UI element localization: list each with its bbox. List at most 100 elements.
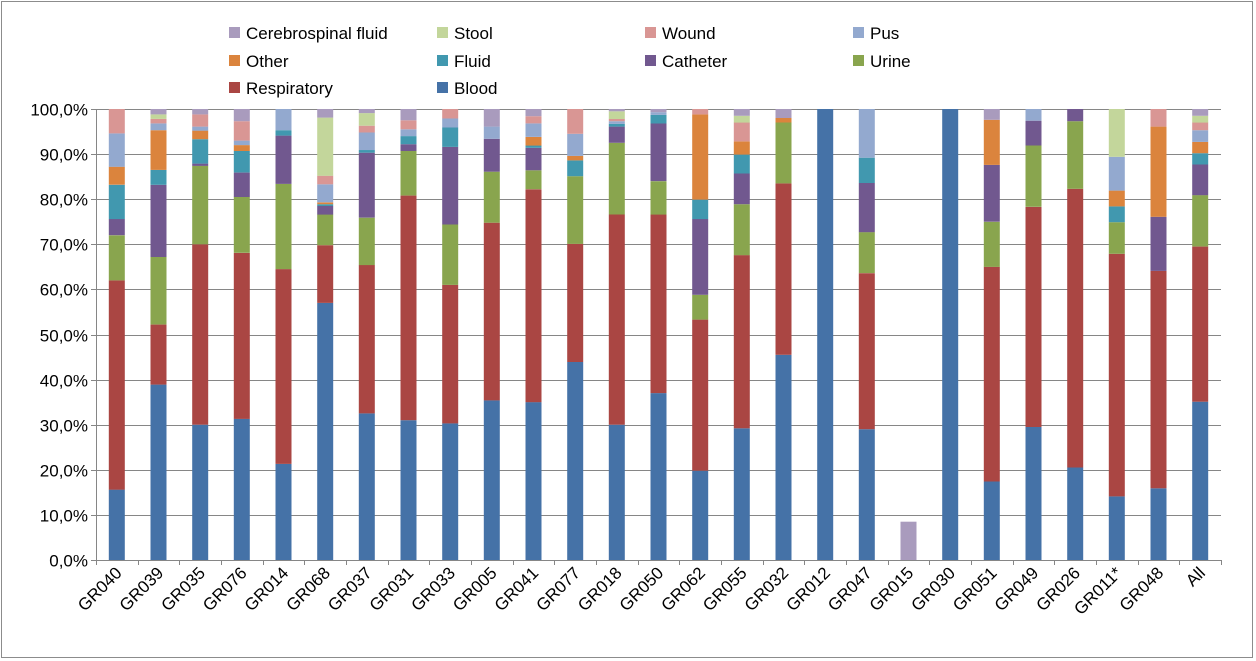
bar-cerebrospinal-fluid [317, 109, 334, 118]
bar-pus [400, 129, 417, 137]
bar-blood [108, 489, 125, 560]
bar-pus [567, 133, 584, 156]
bar-respiratory [317, 245, 334, 303]
bar-pus [1192, 130, 1209, 142]
bar-pus [1025, 109, 1042, 121]
x-tick-label: GR062 [657, 563, 709, 615]
bar-fluid [275, 130, 292, 136]
bar-urine [733, 204, 750, 256]
bar-urine [1108, 222, 1125, 254]
bar-wound [442, 109, 459, 119]
bar-respiratory [275, 269, 292, 464]
legend-item-wound: Wound [645, 24, 716, 43]
bar-fluid [192, 139, 209, 164]
bar-stack-gr047 [858, 109, 875, 560]
bar-stack-gr011 [1108, 109, 1125, 560]
legend-item-pus: Pus [853, 24, 899, 43]
x-tick-label: GR037 [324, 563, 376, 615]
bar-wound [692, 109, 709, 115]
bar-stack-gr040 [108, 109, 125, 560]
legend-item-blood: Blood [437, 79, 497, 98]
bar-other [775, 118, 792, 123]
bar-catheter [442, 146, 459, 225]
bar-stack-gr039 [150, 109, 167, 560]
legend-item-respiratory: Respiratory [229, 79, 333, 98]
bar-stack-gr068 [317, 109, 334, 560]
bar-wound [317, 175, 334, 185]
bar-blood [525, 402, 542, 560]
x-tick-label: GR076 [199, 563, 251, 615]
bar-other [692, 114, 709, 200]
legend-swatch [437, 55, 448, 66]
legend-swatch [437, 27, 448, 38]
legend-label: Respiratory [246, 79, 333, 98]
bar-wound [733, 122, 750, 142]
legend-swatch [853, 27, 864, 38]
bar-cerebrospinal-fluid [900, 521, 917, 560]
bar-catheter [1025, 120, 1042, 146]
bar-pus [233, 140, 250, 146]
bar-other [150, 130, 167, 170]
bar-blood [1067, 467, 1084, 560]
bar-pus [275, 109, 292, 131]
bar-blood [858, 429, 875, 560]
bar-stool [317, 117, 334, 176]
bar-stack-gr032 [775, 109, 792, 560]
x-tick-label: GR055 [699, 563, 751, 615]
legend-item-fluid: Fluid [437, 52, 491, 71]
bar-pus [525, 123, 542, 137]
bar-cerebrospinal-fluid [1192, 109, 1209, 116]
bar-blood [358, 413, 375, 560]
bar-wound [233, 121, 250, 141]
bar-stack-gr051 [983, 109, 1000, 560]
bar-urine [150, 256, 167, 325]
bar-fluid [733, 154, 750, 174]
legend-swatch [437, 82, 448, 93]
bar-fluid [858, 157, 875, 183]
bar-stool [1108, 109, 1125, 157]
x-tick-label: GR051 [949, 563, 1001, 615]
bar-other [233, 145, 250, 151]
bar-respiratory [1067, 188, 1084, 468]
bar-blood [483, 400, 500, 560]
legend-swatch [645, 27, 656, 38]
legend-label: Urine [870, 52, 911, 71]
bar-respiratory [608, 214, 625, 425]
bar-urine [775, 122, 792, 184]
bar-fluid [150, 169, 167, 185]
y-axis: 0,0% 10,0% 20,0% 30,0% 40,0% 50,0% 60,0% 70,0% 8… [30, 101, 97, 571]
bar-pus [1108, 156, 1125, 191]
bar-catheter [525, 147, 542, 171]
legend-label: Stool [454, 24, 493, 43]
bar-urine [692, 294, 709, 320]
x-tick-label: GR047 [824, 563, 876, 615]
bar-pus [358, 132, 375, 151]
bar-urine [400, 150, 417, 196]
bar-cerebrospinal-fluid [358, 109, 375, 114]
bar-stack-gr012 [817, 109, 834, 560]
bar-cerebrospinal-fluid [608, 109, 625, 112]
bar-stack-gr005 [483, 109, 500, 560]
bar-respiratory [567, 243, 584, 362]
bar-stool [150, 114, 167, 119]
legend-item-stool: Stool [437, 24, 493, 43]
bar-respiratory [483, 222, 500, 401]
bar-blood [1192, 401, 1209, 560]
bar-stack-gr033 [442, 109, 459, 560]
bar-stool [733, 115, 750, 123]
y-tick-label: 20,0% [40, 462, 88, 481]
bar-respiratory [233, 252, 250, 419]
bar-stool [1192, 115, 1209, 123]
bar-pus [108, 133, 125, 167]
bar-catheter [358, 152, 375, 218]
y-tick-label: 100,0% [30, 101, 88, 120]
bar-other [317, 202, 334, 205]
bar-catheter [192, 163, 209, 166]
x-tick-label: GR005 [449, 563, 501, 615]
bar-stack-gr031 [400, 109, 417, 560]
bar-urine [108, 235, 125, 281]
bar-respiratory [192, 244, 209, 425]
y-tick-label: 30,0% [40, 417, 88, 436]
bar-stack-gr062 [692, 109, 709, 560]
